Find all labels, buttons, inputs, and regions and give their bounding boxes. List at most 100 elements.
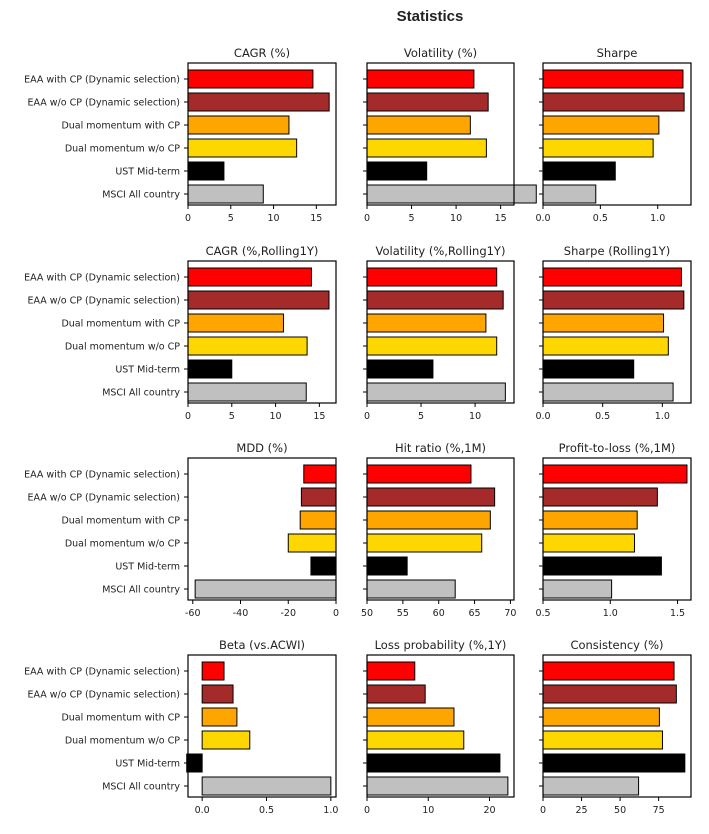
bar-3 <box>542 313 665 333</box>
category-label: EAA w/o CP (Dynamic selection) <box>28 98 181 109</box>
bar-1 <box>542 69 684 89</box>
bar-5 <box>186 753 203 773</box>
x-tick-label: 10 <box>268 213 280 224</box>
bar-5 <box>542 359 635 379</box>
x-tick-label: 0 <box>185 213 191 224</box>
bar-2 <box>542 290 685 310</box>
panel-frame <box>366 457 515 601</box>
bar-3 <box>542 115 660 135</box>
bar-1 <box>187 69 314 89</box>
x-tick-label: 65 <box>469 608 481 619</box>
category-label: EAA with CP (Dynamic selection) <box>24 273 180 284</box>
panel-title: CAGR (%,Rolling1Y) <box>206 244 319 258</box>
category-label: MSCI All country <box>102 585 180 596</box>
x-tick-label: 0 <box>185 411 191 422</box>
category-label: Dual momentum w/o CP <box>65 144 180 155</box>
panel-frame <box>542 260 692 404</box>
bar-2 <box>201 684 234 704</box>
bar-3 <box>366 510 491 530</box>
x-tick-label: 1.0 <box>323 805 338 816</box>
bar-1 <box>542 267 682 287</box>
category-label: Dual momentum with CP <box>61 713 180 724</box>
bar-4 <box>542 336 669 356</box>
bar-4 <box>366 138 487 158</box>
category-label: Dual momentum w/o CP <box>65 736 180 747</box>
bar-6 <box>542 382 674 402</box>
bar-6 <box>187 184 264 204</box>
panel-title: CAGR (%) <box>234 46 290 60</box>
x-tick-label: 0.5 <box>535 608 550 619</box>
x-tick-label: 15 <box>313 411 325 422</box>
panel-title: Volatility (%,Rolling1Y) <box>376 244 506 258</box>
x-tick-label: 0.5 <box>259 805 274 816</box>
category-label: Dual momentum with CP <box>61 516 180 527</box>
bar-2 <box>366 487 496 507</box>
x-tick-label: 0.0 <box>535 213 550 224</box>
x-tick-label: 5 <box>229 411 235 422</box>
bar-4 <box>366 533 483 553</box>
bar-3 <box>542 510 638 530</box>
bar-2 <box>542 92 685 112</box>
x-tick-label: -40 <box>233 608 249 619</box>
category-label: Dual momentum with CP <box>61 121 180 132</box>
bar-4 <box>201 730 251 750</box>
bar-2 <box>366 290 504 310</box>
bar-6 <box>366 184 537 204</box>
bar-6 <box>542 776 640 796</box>
panel-title: Profit-to-loss (%,1M) <box>559 441 676 455</box>
bar-2 <box>366 684 426 704</box>
x-tick-label: 10 <box>422 805 434 816</box>
x-tick-label: 1.0 <box>655 411 670 422</box>
bar-6 <box>187 382 307 402</box>
bar-4 <box>187 336 308 356</box>
bar-4 <box>542 138 654 158</box>
bar-5 <box>542 753 686 773</box>
bar-1 <box>366 69 475 89</box>
x-tick-label: 50 <box>614 805 626 816</box>
bar-5 <box>187 359 233 379</box>
category-label: MSCI All country <box>102 388 180 399</box>
category-label: EAA with CP (Dynamic selection) <box>24 75 180 86</box>
x-tick-label: 25 <box>575 805 587 816</box>
x-tick-label: 0 <box>333 608 339 619</box>
panel-title: Hit ratio (%,1M) <box>395 441 486 455</box>
x-tick-label: 10 <box>469 411 481 422</box>
x-tick-label: 15 <box>310 213 322 224</box>
x-tick-label: 0.0 <box>195 805 210 816</box>
panel-title: Volatility (%) <box>404 46 477 60</box>
panel-frame <box>187 457 337 601</box>
panel-title: Consistency (%) <box>570 638 663 652</box>
x-tick-label: 0 <box>540 805 546 816</box>
x-tick-label: 0 <box>364 805 370 816</box>
panel-frame <box>366 62 515 206</box>
bar-2 <box>366 92 489 112</box>
x-tick-label: 75 <box>653 805 665 816</box>
panel-title: Loss probability (%,1Y) <box>375 638 507 652</box>
bar-5 <box>542 161 616 181</box>
bar-4 <box>366 336 498 356</box>
bar-6 <box>366 382 506 402</box>
bar-4 <box>542 730 663 750</box>
category-label: UST Mid-term <box>115 562 180 573</box>
panel-frame <box>187 654 337 798</box>
x-tick-label: 0.5 <box>593 213 608 224</box>
bar-1 <box>366 267 498 287</box>
bar-3 <box>299 510 337 530</box>
x-tick-label: 5 <box>228 213 234 224</box>
category-label: Dual momentum with CP <box>61 319 180 330</box>
category-label: EAA with CP (Dynamic selection) <box>24 667 180 678</box>
bar-3 <box>542 707 660 727</box>
x-tick-label: 20 <box>483 805 495 816</box>
bar-2 <box>300 487 337 507</box>
x-tick-label: 1.0 <box>603 608 618 619</box>
category-label: UST Mid-term <box>115 365 180 376</box>
bar-1 <box>366 661 416 681</box>
bar-3 <box>187 115 290 135</box>
figure-title: Statistics <box>397 8 464 25</box>
bar-5 <box>366 753 501 773</box>
category-label: MSCI All country <box>102 190 180 201</box>
x-tick-label: 0 <box>364 411 370 422</box>
bar-6 <box>201 776 332 796</box>
panel-title: MDD (%) <box>236 441 287 455</box>
x-tick-label: -20 <box>280 608 296 619</box>
